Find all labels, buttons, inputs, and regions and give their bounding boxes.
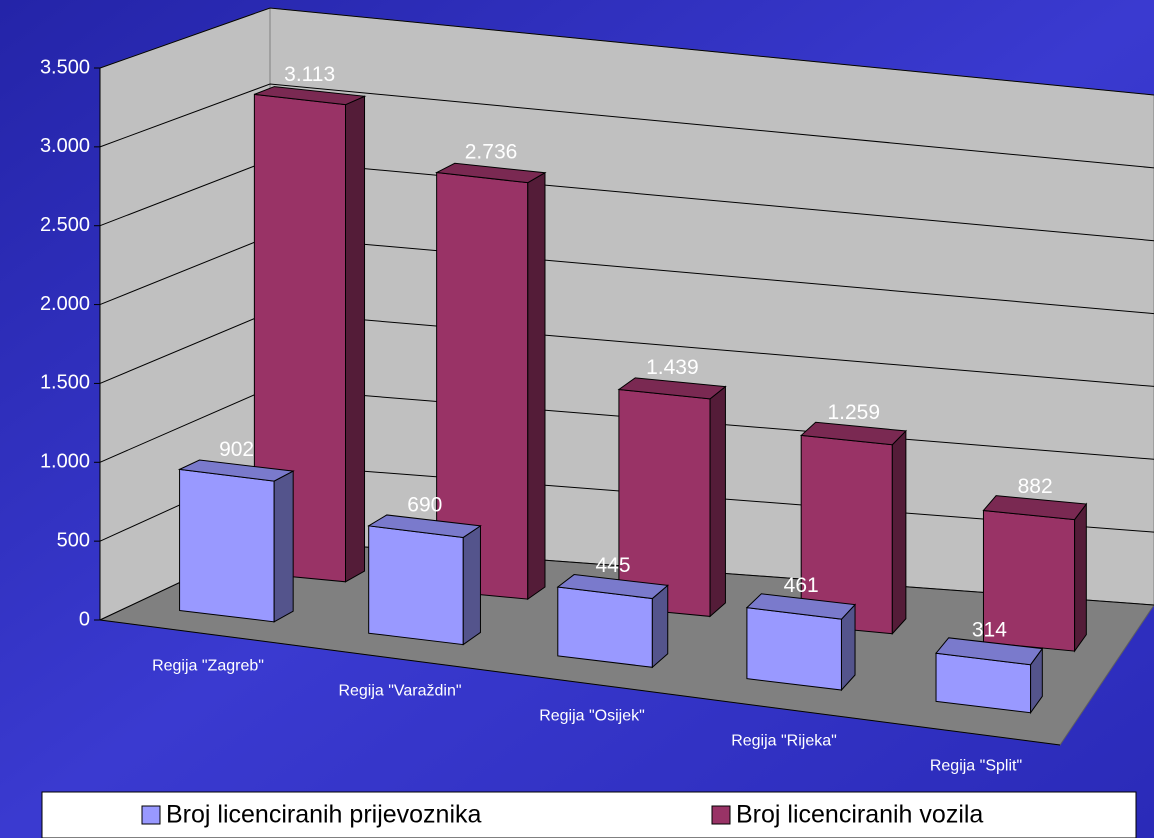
y-tick-label: 1.000 [40, 451, 90, 473]
bar-top [556, 574, 669, 600]
bar [745, 593, 857, 692]
bar-top [745, 593, 857, 620]
bar-front [179, 468, 275, 623]
value-label: 3.113 [284, 63, 335, 86]
x-axis [99, 619, 1061, 746]
bar-front [746, 607, 842, 691]
legend-swatch [711, 805, 731, 825]
value-label: 1.259 [827, 401, 880, 424]
bar-side [709, 385, 726, 618]
value-label: 882 [1018, 475, 1053, 498]
x-tick-label: Regija "Zagreb" [152, 658, 264, 675]
bar-top [254, 86, 367, 106]
bar-side [891, 429, 907, 636]
bar [253, 86, 367, 583]
bar [556, 574, 669, 669]
bar [367, 514, 482, 646]
value-label: 902 [219, 438, 254, 461]
legend-label: Broj licenciranih vozila [736, 801, 983, 829]
value-label: 461 [784, 574, 819, 597]
value-label: 445 [595, 554, 630, 577]
value-label: 2.736 [465, 140, 518, 163]
y-tick-label: 1.500 [40, 372, 90, 394]
y-tick-label: 500 [57, 529, 90, 551]
bar [982, 495, 1088, 653]
bar [617, 377, 727, 618]
bar-top [367, 514, 482, 538]
legend [41, 791, 1137, 838]
y-tick-label: 2.000 [40, 293, 90, 315]
bar [935, 637, 1044, 715]
y-tick-label: 2.500 [40, 214, 90, 236]
value-label: 314 [972, 619, 1007, 642]
bar-side [527, 171, 546, 601]
bar-front [368, 525, 464, 646]
x-tick-label: Regija "Varaždin" [338, 683, 461, 700]
bar-side [651, 584, 669, 669]
bar-top [800, 421, 907, 446]
legend-label: Broj licenciranih prijevoznika [166, 801, 482, 829]
bar-top [982, 495, 1088, 521]
grid-line [99, 83, 1154, 169]
y-tick-label: 3.500 [40, 56, 90, 78]
bar [177, 459, 295, 623]
bar-top [177, 459, 295, 482]
bar-side [1074, 502, 1087, 653]
bar-top [617, 377, 727, 400]
bar-side [345, 95, 366, 583]
y-tick-label: 0 [79, 608, 90, 630]
bar [800, 421, 907, 636]
bar-side [273, 470, 294, 623]
value-label: 690 [407, 494, 442, 517]
bar-side [462, 524, 481, 646]
grid-line [99, 7, 1154, 96]
bar [434, 162, 547, 601]
x-tick-label: Regija "Split" [930, 758, 1022, 775]
x-tick-label: Regija "Osijek" [539, 708, 645, 725]
legend-swatch [141, 805, 161, 825]
bar-top [935, 637, 1044, 666]
x-tick-label: Regija "Rijeka" [731, 733, 837, 750]
value-label: 1.439 [646, 356, 699, 379]
bar-top [434, 162, 547, 184]
bar-front [557, 586, 653, 668]
y-tick-label: 3.000 [40, 135, 90, 157]
